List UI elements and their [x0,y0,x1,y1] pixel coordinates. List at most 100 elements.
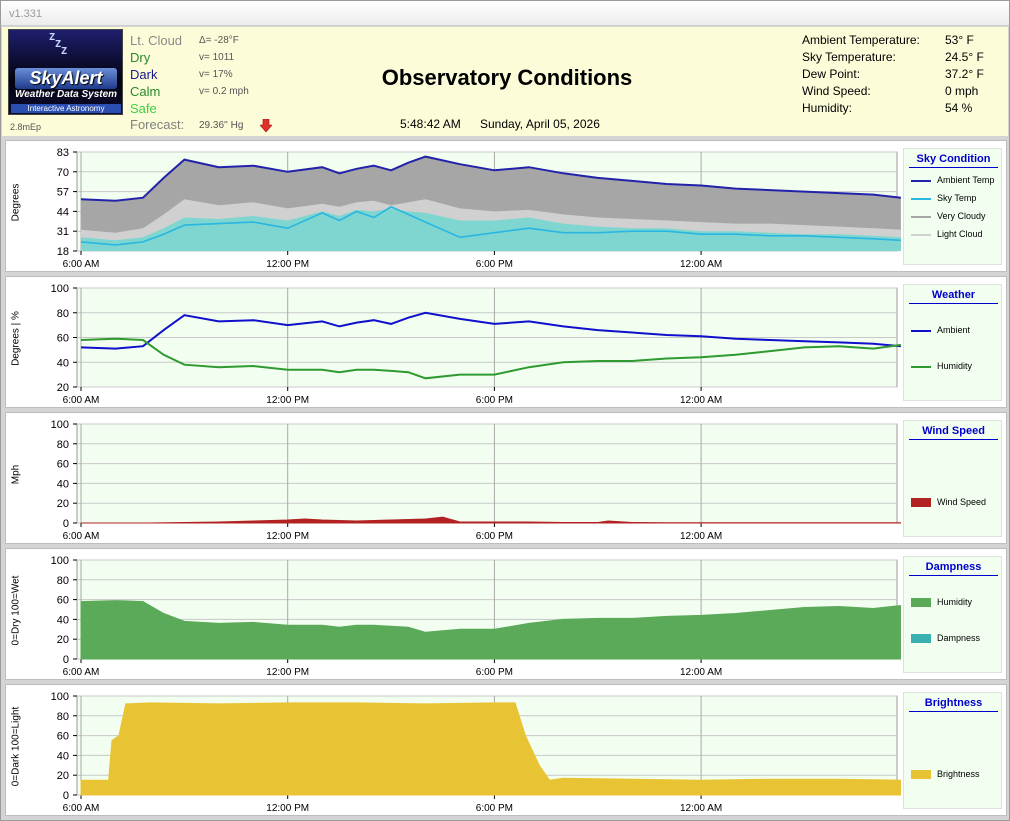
y-tick-label: 40 [57,478,69,490]
x-tick-label: 6:00 PM [476,395,513,406]
series-sky-temp-line [80,205,901,246]
status-rain-value: v= 1011 [199,52,235,63]
y-tick-label: 40 [57,750,69,762]
chart-svg: 0 20 40 60 80 100 6:00 AM 12:00 PM 6:00 PM 12:00 … [51,691,901,814]
y-tick-label: 40 [57,614,69,626]
chart-panel-sky-condition: 18 31 44 57 70 83 6:00 AM 12:00 PM 6:00 PM 12:00 … [5,140,1007,272]
legend-swatch [911,634,931,644]
y-tick-label: 0 [63,654,69,666]
legend-swatch [911,770,931,780]
legend-label: Humidity [937,361,973,371]
x-tick-label: 12:00 PM [266,531,309,542]
header-panel: Z Z Z SkyAlert Weather Data System Inter… [2,27,1008,136]
status-light: Dark [130,67,158,82]
x-tick-label: 12:00 AM [680,259,722,270]
x-tick-label: 6:00 PM [476,531,513,542]
y-tick-label: 100 [51,555,69,567]
x-tick-label: 12:00 AM [680,803,722,814]
x-tick-label: 6:00 AM [63,667,100,678]
mep-label: 2.8mEp [10,122,42,132]
current-time: 5:48:42 AM [400,117,461,131]
x-tick-label: 6:00 PM [476,667,513,678]
legend-item: Dampness [911,633,980,644]
legend-label: Humidity [937,597,973,607]
series-clear-area [81,208,901,251]
y-tick-label: 60 [57,459,69,471]
chart-legend: Wind Speed Wind Speed [903,420,1002,537]
skyalert-logo[interactable]: Z Z Z SkyAlert Weather Data System Inter… [8,29,123,115]
reading-value: 37.2° F [945,67,984,81]
reading-label: Ambient Temperature: [802,33,920,47]
y-axis-label: Mph [10,464,22,485]
current-date: Sunday, April 05, 2026 [480,117,600,131]
series-humidity-line [80,337,901,380]
legend-swatch [911,329,931,332]
chart-panel-brightness: 0 20 40 60 80 100 6:00 AM 12:00 PM 6:00 PM 12:00 … [5,684,1007,816]
legend-swatch [911,498,931,508]
chart-svg: 18 31 44 57 70 83 6:00 AM 12:00 PM 6:00 PM 12:00 … [57,147,901,270]
x-tick-label: 12:00 PM [266,803,309,814]
legend-label: Light Cloud [937,229,983,239]
x-tick-label: 12:00 AM [680,395,722,406]
x-tick-label: 12:00 PM [266,667,309,678]
chart-legend: Sky Condition Ambient Temp Sky Temp Very Cl… [903,148,1002,265]
logo-subtitle: Weather Data System [14,89,118,100]
reading-value: 53° F [945,33,974,47]
y-tick-label: 80 [57,308,69,320]
x-tick-label: 12:00 AM [680,667,722,678]
y-tick-label: 20 [57,498,69,510]
legend-label: Sky Temp [937,193,977,203]
plot-area [76,423,898,524]
legend-title: Sky Condition [916,153,991,165]
y-tick-label: 0 [63,790,69,802]
legend-item: Ambient [911,325,970,335]
y-tick-label: 60 [57,333,69,345]
y-tick-label: 100 [51,283,69,295]
reading-value: 54 % [945,101,973,115]
chart-panel-wind-speed: 0 20 40 60 80 100 6:00 AM 12:00 PM 6:00 PM 12:00 … [5,412,1007,544]
y-axis-label: Degrees [10,183,22,222]
reading-label: Sky Temperature: [802,50,896,64]
chart-svg: 0 20 40 60 80 100 6:00 AM 12:00 PM 6:00 PM 12:00 … [51,419,901,542]
y-tick-label: 31 [57,226,69,238]
x-tick-label: 6:00 PM [476,259,513,270]
version-label: v1.331 [9,8,43,20]
legend-item: Light Cloud [911,229,983,239]
legend-swatch [911,365,931,368]
reading-value: 24.5° F [945,50,984,64]
legend-title: Wind Speed [922,425,985,437]
y-tick-label: 20 [57,382,69,394]
x-tick-label: 12:00 PM [266,395,309,406]
legend-item: Brightness [911,769,980,780]
legend-title: Weather [931,289,976,301]
legend-label: Wind Speed [937,497,987,507]
legend-swatch [911,215,931,218]
logo-brand: SkyAlert [15,68,117,89]
y-tick-label: 100 [51,691,69,703]
status-cloud-value: Δ= -28°F [199,35,239,46]
series-ambient-line [80,311,901,350]
series-ambient-temp-line [80,155,901,202]
legend-item: Wind Speed [911,497,987,508]
chart-legend: Brightness Brightness [903,692,1002,809]
legend-item: Ambient Temp [911,175,994,185]
forecast-label: Forecast: [130,117,185,132]
legend-label: Brightness [937,769,980,779]
chart-legend: Dampness Humidity Dampness [903,556,1002,673]
y-axis-label: 0=Dark 100=Light [10,706,22,787]
x-tick-label: 6:00 PM [476,803,513,814]
reading-label: Humidity: [802,101,853,115]
y-axis-label: Degrees | % [10,311,22,366]
series-brightness-area [80,702,901,796]
y-tick-label: 80 [57,439,69,451]
down-arrow-icon [260,119,272,132]
legend-swatch [911,598,931,608]
series-humidity-area [80,600,901,660]
chart-svg: 20 40 60 80 100 6:00 AM 12:00 PM 6:00 PM 12:00 A… [51,283,901,406]
legend-item: Humidity [911,597,973,608]
legend-label: Ambient Temp [937,175,995,185]
y-tick-label: 60 [57,595,69,607]
legend-title: Dampness [925,561,982,573]
page-title: Observatory Conditions [381,65,633,90]
logo-tagline: Interactive Astronomy [11,104,121,113]
